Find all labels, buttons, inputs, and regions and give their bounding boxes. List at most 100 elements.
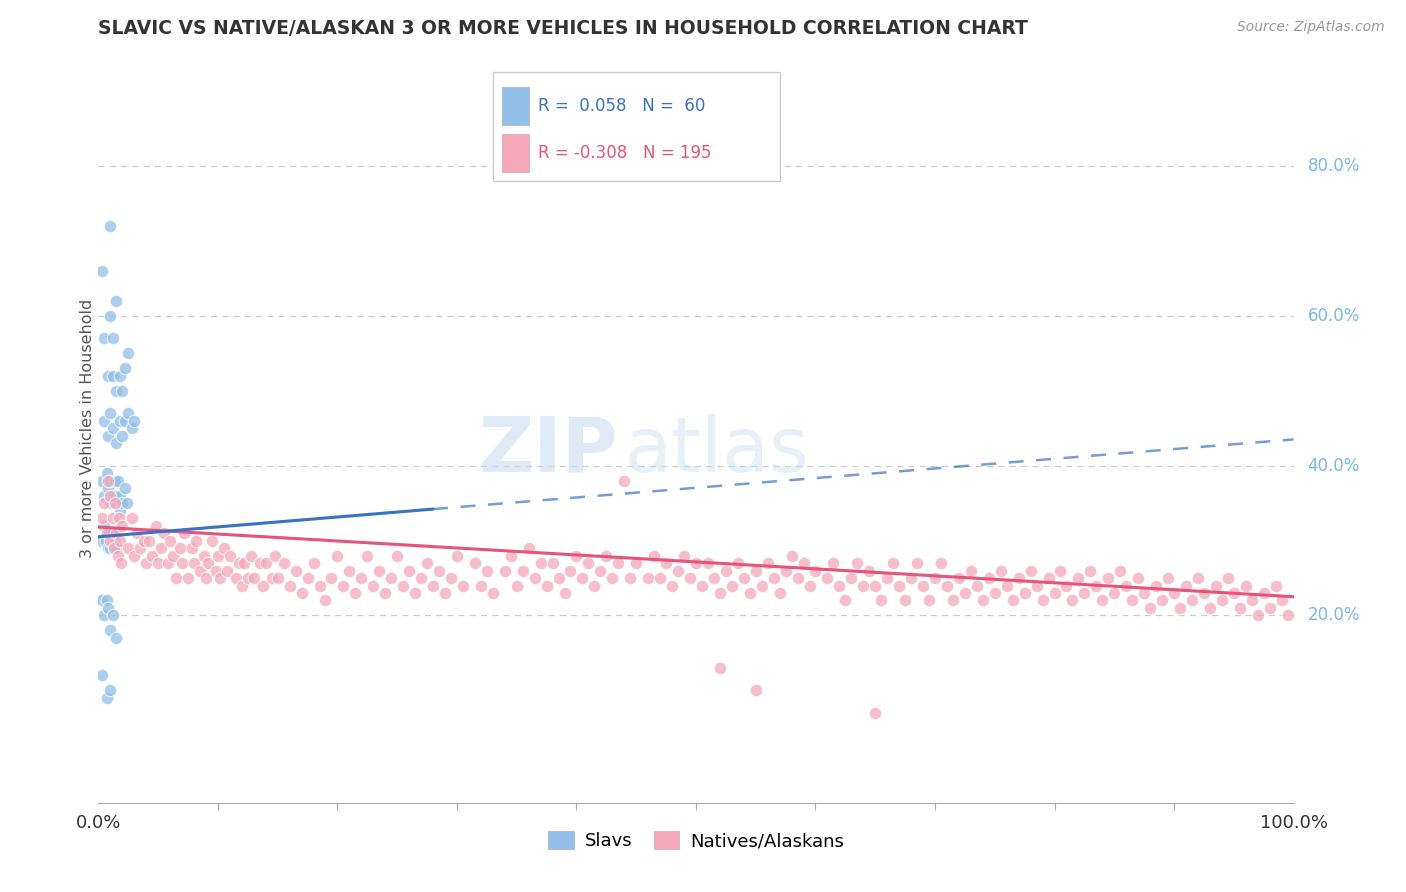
Point [953, 586, 976, 600]
Text: ZIP: ZIP [479, 414, 619, 488]
Point [105, 384, 128, 398]
Point [124, 414, 146, 428]
Point [252, 578, 274, 592]
Point [990, 564, 1012, 578]
Point [929, 556, 952, 570]
Point [589, 564, 612, 578]
Point [114, 414, 136, 428]
Point [446, 549, 468, 563]
Point [775, 564, 797, 578]
Point [1115, 578, 1137, 592]
Point [1229, 601, 1251, 615]
Point [756, 556, 779, 570]
Point [124, 549, 146, 563]
Point [637, 571, 659, 585]
Point [193, 549, 215, 563]
Point [93, 414, 115, 428]
Point [709, 661, 731, 675]
Point [344, 586, 367, 600]
Point [98, 219, 122, 233]
Point [882, 556, 904, 570]
Point [1187, 571, 1209, 585]
Point [554, 586, 576, 600]
Point [685, 556, 707, 570]
Point [101, 331, 124, 345]
Point [1144, 578, 1167, 592]
FancyBboxPatch shape [502, 87, 529, 125]
Point [97, 474, 120, 488]
Point [1163, 586, 1185, 600]
Point [162, 549, 184, 563]
Point [254, 556, 277, 570]
Point [858, 564, 880, 578]
Point [108, 368, 131, 383]
Point [173, 526, 195, 541]
Point [1109, 564, 1132, 578]
Point [267, 571, 290, 585]
Point [105, 436, 128, 450]
Point [936, 578, 959, 592]
Text: R = -0.308   N = 195: R = -0.308 N = 195 [538, 145, 711, 162]
Point [690, 578, 713, 592]
Point [356, 549, 378, 563]
Point [101, 368, 124, 383]
Point [1199, 601, 1222, 615]
Point [481, 586, 505, 600]
Point [977, 571, 1000, 585]
Point [111, 428, 134, 442]
Point [380, 571, 402, 585]
Point [273, 556, 295, 570]
Point [105, 541, 128, 555]
Point [709, 586, 731, 600]
Point [547, 571, 569, 585]
Point [1001, 593, 1024, 607]
Point [228, 556, 250, 570]
Point [233, 556, 256, 570]
Point [117, 406, 139, 420]
Point [911, 578, 934, 592]
Point [180, 541, 202, 555]
Point [1258, 601, 1281, 615]
Point [321, 571, 343, 585]
Point [1043, 586, 1066, 600]
Point [523, 571, 546, 585]
Point [91, 511, 114, 525]
Point [97, 481, 120, 495]
Point [111, 496, 134, 510]
Point [852, 578, 875, 592]
Point [661, 578, 683, 592]
Point [565, 549, 588, 563]
Point [905, 556, 928, 570]
Point [121, 421, 143, 435]
Point [308, 578, 330, 592]
Point [1038, 571, 1060, 585]
Point [240, 549, 263, 563]
Point [1240, 593, 1263, 607]
Point [1192, 586, 1215, 600]
Point [804, 564, 827, 578]
Point [1121, 593, 1143, 607]
Point [108, 533, 131, 548]
Point [363, 578, 385, 592]
Point [595, 549, 617, 563]
Point [828, 578, 851, 592]
Point [1253, 586, 1275, 600]
Point [98, 541, 122, 555]
Point [960, 564, 983, 578]
Point [793, 556, 815, 570]
Point [159, 533, 181, 548]
Point [780, 549, 803, 563]
Y-axis label: 3 or more Vehicles in Household: 3 or more Vehicles in Household [80, 299, 94, 558]
Point [799, 578, 821, 592]
Point [135, 556, 157, 570]
Point [834, 593, 856, 607]
Point [1168, 601, 1191, 615]
Point [98, 496, 122, 510]
Point [114, 481, 136, 495]
Point [332, 578, 354, 592]
Point [236, 571, 259, 585]
Point [97, 601, 120, 615]
Point [1014, 586, 1036, 600]
Point [105, 526, 128, 541]
Point [1062, 593, 1084, 607]
